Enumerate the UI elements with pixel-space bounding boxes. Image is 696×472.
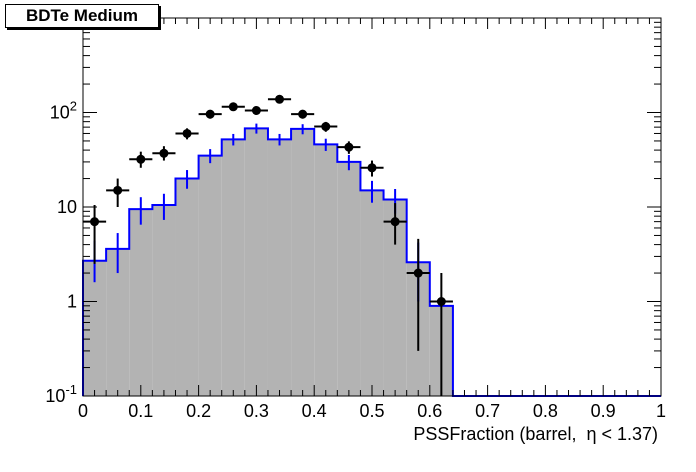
data-point (205, 109, 215, 119)
data-point (113, 185, 123, 195)
x-tick-label: 0.8 (533, 401, 558, 421)
data-point (390, 217, 400, 227)
data-point (413, 268, 423, 278)
mc-bar (244, 128, 268, 396)
y-tick-label: 10 (57, 197, 77, 217)
x-tick-label: 0.6 (417, 401, 442, 421)
x-axis-title: PSSFraction (barrel, η < 1.37) (413, 424, 658, 444)
mc-bar (221, 139, 245, 396)
mc-bar (106, 248, 130, 396)
data-point (159, 148, 169, 158)
x-tick-label: 0.9 (591, 401, 616, 421)
data-point (344, 142, 354, 152)
mc-bar (152, 204, 176, 396)
x-tick-label: 0 (78, 401, 88, 421)
x-tick-label: 0.4 (302, 401, 327, 421)
mc-bar (267, 139, 292, 396)
x-tick-label: 1 (656, 401, 666, 421)
mc-bar (198, 155, 222, 396)
data-point (367, 163, 377, 173)
data-point (90, 217, 100, 227)
data-point (298, 109, 308, 119)
mc-bar (291, 128, 315, 397)
y-tick-label: 10-1 (45, 382, 77, 406)
chart-title: BDTe Medium (5, 4, 159, 28)
mc-bar (383, 199, 407, 396)
x-tick-label: 0.5 (359, 401, 384, 421)
data-point (321, 122, 331, 132)
x-tick-label: 0.2 (186, 401, 211, 421)
mc-bar (337, 161, 361, 396)
data-point (228, 102, 238, 112)
mc-bar (314, 144, 338, 396)
mc-bar (360, 190, 384, 396)
data-point (136, 154, 146, 164)
x-tick-label: 0.7 (475, 401, 500, 421)
data-point (182, 128, 192, 138)
mc-bar (175, 178, 199, 396)
y-tick-label: 1 (67, 292, 77, 312)
x-tick-label: 0.1 (128, 401, 153, 421)
y-tick-label: 102 (50, 99, 77, 123)
data-point (275, 94, 285, 104)
data-point (436, 297, 446, 306)
data-point (251, 105, 261, 115)
mc-bar (129, 209, 153, 396)
mc-bar (83, 260, 107, 396)
x-tick-label: 0.3 (244, 401, 269, 421)
